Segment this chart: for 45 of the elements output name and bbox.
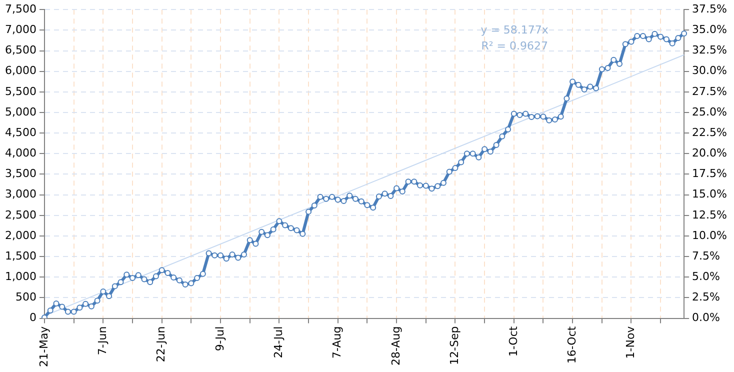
y2-tick-label: 27.5%	[692, 84, 728, 98]
y-tick-label: 1,000	[4, 270, 36, 283]
x-tick-label: 12-Sep	[448, 326, 462, 365]
x-tick-label: 1-Oct	[506, 326, 520, 357]
y-tick-label: 7,500	[4, 2, 36, 16]
y-tick-label: 3,000	[4, 188, 36, 201]
y2-tick-label: 2.5%	[692, 290, 720, 304]
y2-tick-label: 17.5%	[692, 167, 728, 180]
y-tick-label: 6,000	[4, 64, 36, 78]
x-tick-label: 21-May	[37, 326, 50, 368]
y-tick-label: 2,500	[4, 208, 36, 222]
annotation: R² = 0.9627	[481, 39, 548, 52]
x-tick-label: 22-Jun	[154, 326, 168, 362]
y2-tick-label: 12.5%	[692, 208, 728, 222]
y2-tick-label: 0.0%	[692, 311, 720, 324]
x-tick-label: 7-Jun	[96, 326, 110, 356]
y-tick-label: 5,500	[4, 84, 36, 98]
y2-tick-label: 22.5%	[692, 126, 728, 139]
y2-tick-label: 35.0%	[692, 23, 728, 36]
x-tick-label: 24-Jul	[272, 326, 286, 358]
y2-tick-label: 10.0%	[692, 228, 728, 242]
x-tick-label: 16-Oct	[565, 326, 578, 364]
x-tick-label: 7-Aug	[330, 326, 344, 359]
y-tick-label: 4,000	[4, 146, 36, 160]
y2-tick-label: 32.5%	[692, 44, 728, 57]
y2-tick-label: 37.5%	[692, 2, 728, 16]
y2-tick-label: 15.0%	[692, 188, 728, 201]
y-tick-label: 1,500	[4, 249, 36, 262]
y2-tick-label: 30.0%	[692, 64, 728, 78]
y-tick-label: 2,000	[4, 228, 36, 242]
y-tick-label: 7,000	[4, 23, 36, 36]
y2-tick-label: 25.0%	[692, 105, 728, 118]
y-tick-label: 4,500	[4, 126, 36, 139]
x-tick-label: 1-Nov	[624, 326, 638, 359]
y2-tick-label: 20.0%	[692, 146, 728, 160]
y-tick-label: 6,500	[4, 44, 36, 57]
x-tick-label: 9-Jul	[213, 326, 226, 352]
y-tick-label: 0	[29, 311, 36, 324]
y2-tick-label: 5.0%	[692, 270, 720, 283]
annotation: y = 58.177x	[480, 23, 549, 36]
y-tick-label: 3,500	[4, 167, 36, 180]
y-tick-label: 500	[15, 290, 36, 304]
y2-tick-label: 7.5%	[692, 249, 720, 262]
y-tick-label: 5,000	[4, 105, 36, 118]
x-tick-label: 28-Aug	[389, 326, 402, 366]
